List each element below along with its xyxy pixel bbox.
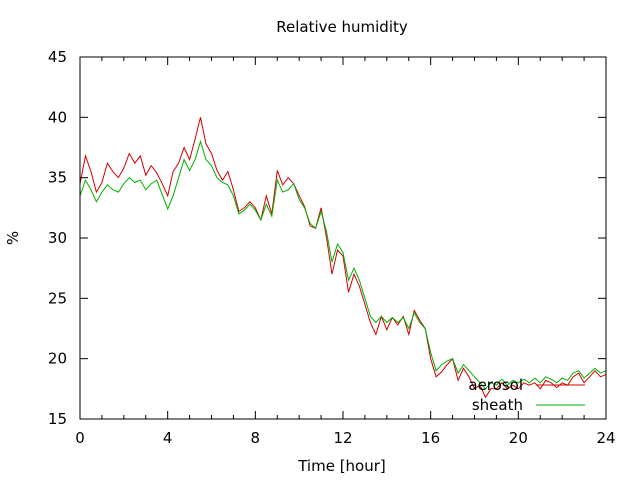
legend-label-aerosol: aerosol <box>468 376 523 394</box>
y-tick-label: 40 <box>48 108 67 126</box>
y-tick-label: 45 <box>48 48 67 66</box>
y-tick-label: 20 <box>48 350 67 368</box>
y-tick-label: 25 <box>48 289 67 307</box>
chart-title: Relative humidity <box>276 18 408 36</box>
series-line-sheath <box>79 139 607 390</box>
y-tick-label: 35 <box>48 169 67 187</box>
y-tick-label: 30 <box>48 229 67 247</box>
x-tick-label: 24 <box>596 429 615 447</box>
x-tick-label: 20 <box>509 429 528 447</box>
plot-frame <box>79 56 607 420</box>
x-tick-label: 16 <box>421 429 440 447</box>
ticks-layer: 0 4 8 12 16 20 24 15 20 25 30 35 40 45 <box>48 48 616 447</box>
y-tick-label: 15 <box>48 410 67 428</box>
y-axis-label: % <box>4 231 22 245</box>
legend: aerosol sheath <box>468 376 585 414</box>
x-tick-label: 0 <box>75 429 85 447</box>
x-tick-label: 8 <box>251 429 261 447</box>
x-axis-label: Time [hour] <box>297 457 386 475</box>
series-line-aerosol <box>79 117 607 399</box>
x-tick-label: 12 <box>333 429 352 447</box>
series-layer <box>79 117 607 399</box>
x-tick-label: 4 <box>163 429 173 447</box>
legend-label-sheath: sheath <box>472 396 523 414</box>
